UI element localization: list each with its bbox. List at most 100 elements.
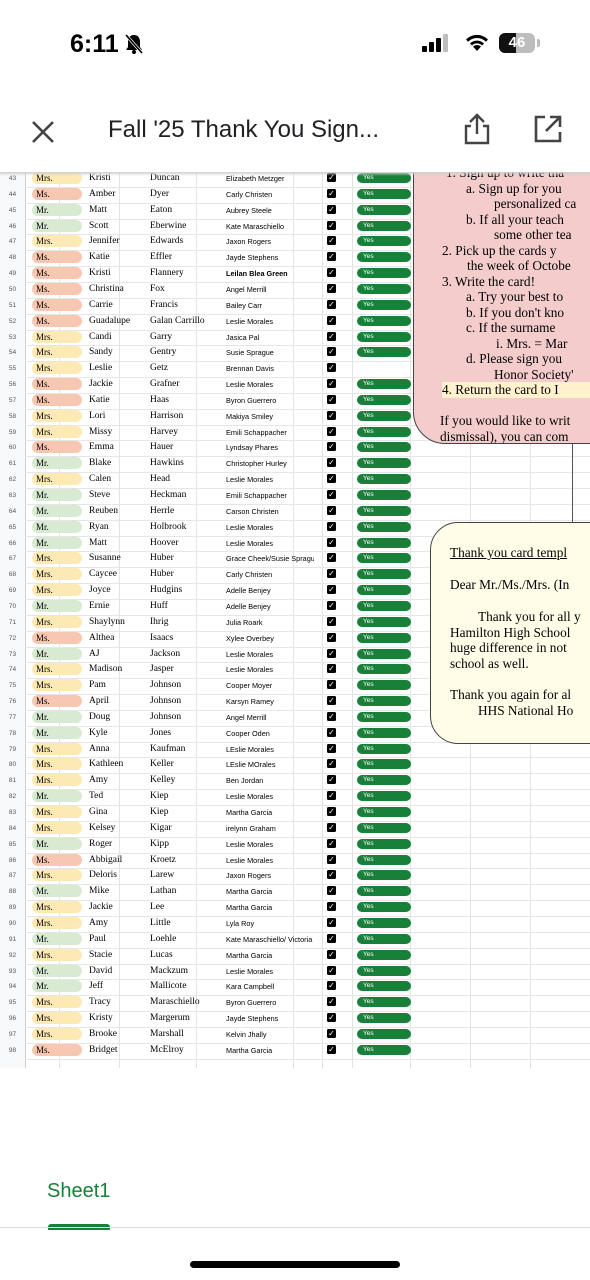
title-chip[interactable]: Ms. <box>32 393 82 406</box>
first-name-cell[interactable]: Shaylynn <box>89 616 125 627</box>
last-name-cell[interactable]: Getz <box>150 363 168 374</box>
writer-cell[interactable]: Martha Garcia <box>226 887 273 897</box>
status-chip[interactable]: Yes <box>357 727 411 738</box>
title-chip[interactable]: Mrs. <box>32 806 82 818</box>
last-name-cell[interactable]: Hoover <box>150 537 179 548</box>
writer-cell[interactable]: Leslie Morales <box>226 855 274 865</box>
status-chip[interactable]: Yes <box>357 664 411 675</box>
checkbox-checked[interactable]: ✓ <box>327 886 336 896</box>
row-number[interactable]: 91 <box>8 935 17 943</box>
title-chip[interactable]: Mrs. <box>32 235 82 248</box>
title-chip[interactable]: Ms. <box>32 695 82 708</box>
first-name-cell[interactable]: Kelsey <box>89 822 116 833</box>
status-chip[interactable]: Yes <box>357 236 411 247</box>
title-chip[interactable]: Mr. <box>32 489 82 501</box>
row-number[interactable]: 66 <box>8 539 17 547</box>
row-number[interactable]: 82 <box>8 793 17 801</box>
title-chip[interactable]: Mr. <box>32 219 82 232</box>
writer-cell[interactable]: Leslie Morales <box>226 475 274 485</box>
first-name-cell[interactable]: Ryan <box>89 521 109 532</box>
title-chip[interactable]: Ms. <box>32 378 82 391</box>
status-chip[interactable]: Yes <box>357 838 411 849</box>
row-number[interactable]: 50 <box>8 285 17 293</box>
last-name-cell[interactable]: Huber <box>150 569 174 580</box>
row-number[interactable]: 93 <box>8 967 17 975</box>
first-name-cell[interactable]: Matt <box>89 537 107 548</box>
last-name-cell[interactable]: Eberwine <box>150 220 187 231</box>
row-number[interactable]: 72 <box>8 634 17 642</box>
first-name-cell[interactable]: Gina <box>89 807 108 817</box>
status-chip[interactable]: Yes <box>357 917 411 928</box>
first-name-cell[interactable]: Susanne <box>89 553 121 564</box>
checkbox-checked[interactable]: ✓ <box>327 553 336 563</box>
last-name-cell[interactable]: Johnson <box>150 696 182 707</box>
status-chip[interactable]: Yes <box>357 220 411 231</box>
status-chip[interactable]: Yes <box>357 268 411 279</box>
writer-cell[interactable]: Adelle Benjey <box>226 586 271 596</box>
table-row[interactable]: 50 Ms. Christina Fox Angel Merrill ✓ Yes <box>0 282 411 298</box>
checkbox-checked[interactable]: ✓ <box>327 997 336 1007</box>
title-chip[interactable]: Mr. <box>32 504 82 517</box>
first-name-cell[interactable]: Candi <box>89 331 112 342</box>
last-name-cell[interactable]: Edwards <box>150 236 184 247</box>
writer-cell[interactable]: Cooper Oden <box>226 728 270 738</box>
row-number[interactable]: 69 <box>8 587 17 595</box>
first-name-cell[interactable]: Amber <box>89 188 116 199</box>
writer-cell[interactable]: LEslie MOrales <box>226 760 276 770</box>
last-name-cell[interactable]: Hudgins <box>150 585 183 596</box>
writer-cell[interactable]: Leslie Morales <box>226 316 274 326</box>
status-chip[interactable]: Yes <box>357 822 411 833</box>
title-chip[interactable]: Ms. <box>32 314 82 327</box>
checkbox-checked[interactable]: ✓ <box>327 870 336 880</box>
table-row[interactable]: 85 Mr. Roger Kipp Leslie Morales ✓ Yes <box>0 837 411 853</box>
checkbox-checked[interactable]: ✓ <box>327 807 336 816</box>
last-name-cell[interactable]: Jackson <box>150 648 181 659</box>
last-name-cell[interactable]: Margerum <box>150 1013 190 1024</box>
last-name-cell[interactable]: Keller <box>150 759 174 770</box>
last-name-cell[interactable]: Kigar <box>150 822 172 833</box>
first-name-cell[interactable]: Kristi <box>89 173 111 183</box>
checkbox-checked[interactable]: ✓ <box>327 220 336 230</box>
status-chip[interactable]: Yes <box>357 870 411 881</box>
checkbox-checked[interactable]: ✓ <box>327 981 336 991</box>
writer-cell[interactable]: Kate Maraschiello <box>226 221 284 231</box>
first-name-cell[interactable]: Jeff <box>89 981 104 992</box>
last-name-cell[interactable]: Kiep <box>150 791 169 802</box>
first-name-cell[interactable]: Calen <box>89 474 112 485</box>
writer-cell[interactable]: Leilan Blea Green <box>226 269 288 279</box>
last-name-cell[interactable]: Haas <box>150 394 169 405</box>
last-name-cell[interactable]: Jones <box>150 727 172 738</box>
writer-cell[interactable]: Lyla Roy <box>226 918 255 928</box>
table-row[interactable]: 96 Mrs. Kristy Margerum Jayde Stephens ✓ Yes <box>0 1011 411 1027</box>
last-name-cell[interactable]: Holbrook <box>150 521 187 532</box>
writer-cell[interactable]: Jayde Stephens <box>226 1014 279 1024</box>
last-name-cell[interactable]: Galan Carrillo <box>150 315 205 326</box>
table-row[interactable]: 78 Mr. Kyle Jones Cooper Oden ✓ Yes <box>0 726 411 742</box>
row-number[interactable]: 53 <box>8 333 17 341</box>
title-chip[interactable]: Mr. <box>32 520 82 533</box>
title-chip[interactable]: Ms. <box>32 853 82 866</box>
checkbox-checked[interactable]: ✓ <box>327 379 336 389</box>
table-row[interactable]: 71 Mrs. Shaylynn Ihrig Julia Roark ✓ Yes <box>0 615 411 631</box>
status-chip[interactable]: Yes <box>357 854 411 865</box>
last-name-cell[interactable]: Eaton <box>150 204 173 215</box>
title-chip[interactable]: Mr. <box>32 837 82 850</box>
first-name-cell[interactable]: Althea <box>89 632 115 643</box>
title-chip[interactable]: Ms. <box>32 282 82 295</box>
table-row[interactable]: 75 Mrs. Pam Johnson Cooper Moyer ✓ Yes <box>0 678 411 694</box>
status-chip[interactable]: Yes <box>357 569 411 580</box>
writer-cell[interactable]: Carly Christen <box>226 570 273 580</box>
first-name-cell[interactable]: Katie <box>89 394 110 405</box>
checkbox-checked[interactable]: ✓ <box>327 537 336 547</box>
row-number[interactable]: 46 <box>8 222 17 230</box>
first-name-cell[interactable]: Blake <box>89 458 112 469</box>
writer-cell[interactable]: Leslie Morales <box>226 966 274 976</box>
title-chip[interactable]: Mrs. <box>32 552 82 565</box>
checkbox-checked[interactable]: ✓ <box>327 1013 336 1023</box>
status-chip[interactable]: Yes <box>357 902 411 913</box>
last-name-cell[interactable]: Fox <box>150 283 165 294</box>
status-chip[interactable]: Yes <box>357 759 411 770</box>
last-name-cell[interactable]: Marshall <box>150 1028 184 1039</box>
first-name-cell[interactable]: Joyce <box>89 585 111 596</box>
first-name-cell[interactable]: Ted <box>89 791 104 802</box>
